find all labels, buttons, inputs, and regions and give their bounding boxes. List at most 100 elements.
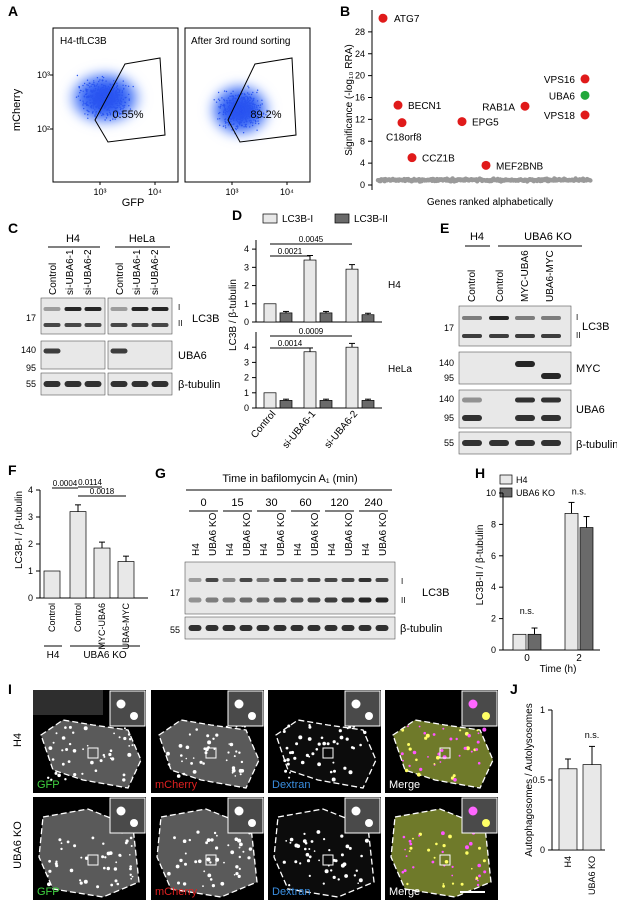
punctum [343,766,347,770]
facs-dot [118,91,121,93]
punctum [178,744,183,748]
legend-h-h4-swatch [499,474,513,485]
zoom-box [322,747,334,759]
blot-band [541,415,561,421]
blot-g-lc3b [184,561,396,615]
facs-dot [86,109,88,112]
punctum [109,749,113,752]
facs-dot [109,119,112,122]
facs-dot [91,83,93,86]
facs-dot [102,98,104,101]
inset [227,690,264,727]
punctum [401,870,405,874]
facs-dot [235,109,238,111]
d-ytick-label: 4 [244,342,249,352]
facs-dot [238,118,240,120]
facs-dot [93,103,96,105]
punctum [477,879,479,882]
point-atg7 [378,13,388,23]
time-label: 30 [265,497,277,509]
facs-dot [227,111,229,113]
punctum [228,743,230,745]
facs-dot [118,112,120,114]
facs-dot [122,80,125,82]
punctum [213,831,217,835]
facs-dot [97,88,100,90]
facs-dot [91,112,94,114]
blot-c-lc3b-hela [107,297,173,335]
facs-dot [116,85,118,88]
punctum [68,742,72,746]
blot-band [110,381,128,387]
lane-label: H4 [191,543,202,556]
j-ytick-label: 1 [540,705,545,715]
facs-dot [224,104,226,106]
punctum [357,882,360,884]
panel-e-ko-label: UBA6 KO [524,231,572,243]
facs-dot [242,118,244,120]
facs-dot [96,92,98,95]
f-bar [43,570,61,599]
facs-dot [120,97,122,99]
punctum [202,762,205,765]
inset [344,797,381,834]
punctum [336,742,339,745]
zoom-box [87,747,99,759]
facs-ytick-1e3: 10³ [37,70,50,80]
facs-dot [88,82,91,84]
punctum [84,856,89,860]
facs-dot [218,112,220,115]
blot-band [43,323,61,327]
facs-dot [112,114,115,116]
legend-d-lc3b-i-swatch [262,213,278,224]
facs-dot [233,104,235,107]
facs-dot [247,96,249,98]
j-bar [582,764,602,851]
facs-dot [82,100,84,102]
blot-band [489,440,509,446]
punctum [50,778,53,781]
punctum [227,844,230,847]
facs-dot [111,102,113,105]
facs-dot [256,129,258,131]
d-category: si-UBA6-1 [281,409,319,451]
blot-e-label-uba6: UBA6 [576,404,605,416]
facs-dot [124,97,126,99]
facs-dot [117,88,119,91]
punctum [73,773,77,777]
facs-dot [117,95,119,97]
facs-dot [118,105,120,107]
punctum [345,737,349,741]
punctum [412,837,414,840]
punctum [303,832,306,836]
blot-band [131,307,149,311]
facs-dot [103,107,106,109]
facs-dot [249,96,251,98]
facs-dot [223,107,226,109]
blot-band [110,307,128,311]
facs-dot [108,98,111,100]
blot-e-label-myc: MYC [576,363,601,375]
facs-dot [256,91,258,94]
f-pvalue: 0.0004 [53,479,78,488]
punctum [113,867,118,871]
punctum [79,879,82,882]
punctum [67,760,71,763]
punctum [231,768,236,773]
facs-dot [252,99,254,102]
punctum [57,773,61,778]
punctum [407,725,409,728]
punctum [198,859,202,864]
punctum [418,725,421,728]
facs-dot [114,93,117,95]
facs-dot [112,88,115,91]
facs-dot [92,89,95,91]
punctum [122,778,126,782]
facs-dot [238,106,240,108]
punctum [323,838,326,841]
panel-f: F LC3B-I / β-tubulin 0 1 2 3 4 Control Control… [8,462,148,661]
facs-dot [76,74,79,77]
punctum [408,850,411,852]
facs-dot [251,103,254,106]
facs-dot [218,106,220,108]
